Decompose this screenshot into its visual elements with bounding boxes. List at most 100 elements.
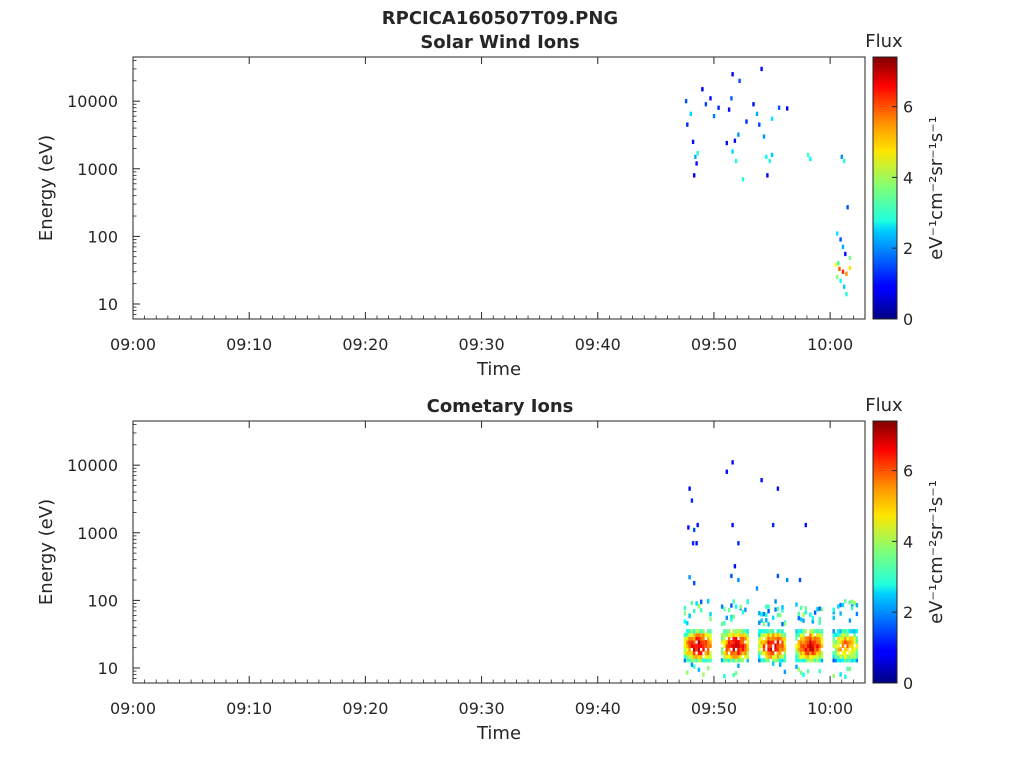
heatmap-cell [774,647,777,652]
heatmap-cell [774,599,777,604]
heatmap-cell [693,636,696,641]
heatmap-cell [832,632,835,637]
heatmap-cell [695,629,698,634]
heatmap-cell [804,522,807,528]
heatmap-cell [727,636,731,641]
heatmap-cell [799,640,803,645]
heatmap-cell [837,629,840,634]
heatmap-cell [855,654,859,659]
heatmap-cell [841,654,845,659]
heatmap-cell [686,670,689,675]
heatmap-cell [765,640,768,645]
heatmap-cell [855,629,859,634]
heatmap-cell [783,621,787,627]
heatmap-cell [804,650,807,656]
heatmap-cell [702,640,705,645]
heatmap-cell [720,636,724,641]
heatmap-cell [712,114,716,119]
heatmap-cell [746,647,749,652]
heatmap-cell [690,643,694,648]
heatmap-cell [772,650,775,656]
heatmap-cell [683,643,687,648]
heatmap-cell [725,629,728,634]
heatmap-cell [695,643,698,648]
heatmap-cell [695,161,698,166]
heatmap-cell [697,643,701,648]
heatmap-cell [846,636,849,641]
heatmap-cell [797,611,800,616]
heatmap-cell [765,629,768,634]
heatmap-cell [848,658,852,663]
heatmap-cell [811,650,814,656]
heatmap-cell [762,640,766,645]
colorbar-cometary: Flux 0 2 4 6 eV⁻¹cm⁻²sr⁻¹s⁻¹ [865,395,947,693]
heatmap-cell [781,636,784,641]
colorbar-gradient-cometary [872,420,898,684]
heatmap-cell [783,669,787,674]
panel-title-cometary: Cometary Ions [427,396,574,417]
heatmap-cell [767,658,770,663]
heatmap-cell [734,658,738,663]
heatmap-cell [813,650,817,656]
heatmap-cell [725,640,728,645]
heatmap-cell [700,599,703,604]
heatmap-cell [727,658,731,663]
heatmap-cell [704,658,708,663]
heatmap-cell [774,654,777,659]
heatmap-cell [707,654,710,659]
heatmap-cell [734,671,738,676]
panel-solar-wind: Solar Wind Ions 09:00 09:10 09:20 09:30 09:4… [36,31,947,380]
spectrogram-cometary [683,460,859,679]
heatmap-cell [769,629,773,634]
heatmap-cell [720,647,724,652]
heatmap-cell [758,640,761,645]
heatmap-cell [781,608,784,613]
heatmap-cell [746,629,749,634]
heatmap-cell [837,650,840,656]
heatmap-cell [739,640,742,645]
heatmap-cell [839,658,842,663]
heatmap-cell [739,629,742,634]
heatmap-cell [683,636,687,641]
heatmap-cell [683,647,687,652]
heatmap-cell [760,636,763,641]
heatmap-cell [760,66,763,72]
x-tick-label: 09:20 [342,699,388,718]
heatmap-cell [820,607,824,612]
heatmap-cell [732,650,735,656]
figure-title: RPCICA160507T09.PNG [382,8,618,29]
heatmap-cell [848,629,852,634]
heatmap-cell [853,601,856,606]
heatmap-cell [783,650,787,656]
x-tick-label: 09:00 [110,699,156,718]
heatmap-cell [779,658,782,663]
heatmap-cell [842,284,846,289]
heatmap-cell [707,599,710,604]
heatmap-cell [781,629,784,634]
x-tick-label: 09:10 [226,699,272,718]
heatmap-cell [732,673,735,678]
heatmap-cell [702,636,705,641]
heatmap-cell [768,158,771,164]
heatmap-cell [688,640,691,645]
heatmap-cell [776,647,780,652]
heatmap-cell [841,602,845,608]
heatmap-cell [695,647,698,652]
heatmap-cell [769,650,773,656]
heatmap-cell [727,640,731,645]
heatmap-cell [797,647,800,652]
heatmap-cell [774,658,777,663]
x-tick-label: 09:30 [459,335,505,354]
y-tick-label: 10000 [67,456,118,475]
heatmap-cell [737,577,740,583]
colorbar-ticks-solar-wind: 0 2 4 6 [892,98,913,329]
heatmap-cell [806,669,810,674]
heatmap-cell [839,278,842,283]
heatmap-cell [809,658,812,663]
heatmap-cell [834,640,838,645]
heatmap-cell [737,663,740,668]
heatmap-cell [767,609,770,614]
heatmap-cell [842,158,846,164]
heatmap-cell [820,650,824,656]
